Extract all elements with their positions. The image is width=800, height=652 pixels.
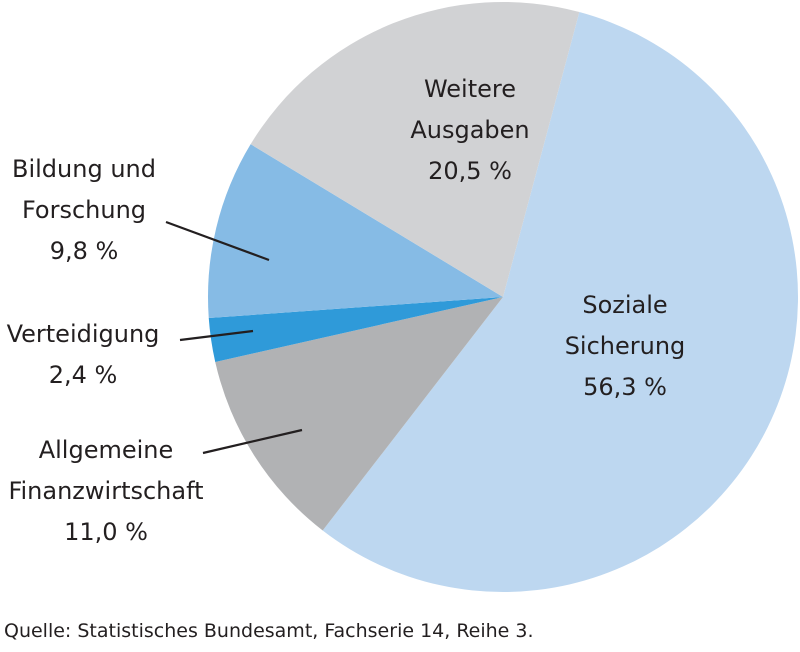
label-soziale-line2: Sicherung — [564, 332, 686, 360]
label-weitere-line1: Weitere — [423, 75, 517, 103]
label-bildung-line2: Forschung — [21, 196, 147, 224]
label-weitere-ausgaben: Weitere Ausgaben 20,5 % — [375, 69, 565, 192]
leader-line-verteidigung — [179, 329, 254, 342]
label-verteidigung: Verteidigung 2,4 % — [0, 314, 168, 396]
label-allgemeine-value: 11,0 % — [64, 518, 148, 546]
label-soziale-value: 56,3 % — [583, 373, 667, 401]
label-allgemeine-line1: Allgemeine — [38, 436, 174, 464]
pie-slice-verteidigung — [208, 297, 503, 362]
label-bildung-value: 9,8 % — [49, 237, 119, 265]
label-allgemeine-line2: Finanzwirtschaft — [8, 477, 204, 505]
leader-lines — [165, 220, 303, 455]
label-verteidigung-value: 2,4 % — [48, 361, 118, 389]
pie-slice-allgemeine-finanzwirtschaft — [215, 297, 504, 531]
source-note: Quelle: Statistisches Bundesamt, Fachser… — [4, 620, 534, 642]
leader-line-bildung — [165, 220, 270, 262]
leader-line-allgemeine — [202, 428, 303, 455]
pie-slice-soziale-sicherung — [322, 12, 799, 592]
label-bildung-forschung: Bildung und Forschung 9,8 % — [0, 149, 168, 272]
label-bildung-line1: Bildung und — [12, 155, 156, 183]
pie-slices — [208, 1, 799, 592]
pie-slice-weitere-ausgaben — [250, 1, 580, 298]
label-soziale-line1: Soziale — [582, 291, 668, 319]
pie-slice-bildung-und-forschung — [208, 144, 503, 318]
label-verteidigung-line1: Verteidigung — [6, 320, 160, 348]
label-weitere-value: 20,5 % — [428, 157, 512, 185]
label-weitere-line2: Ausgaben — [410, 116, 530, 144]
label-soziale-sicherung: Soziale Sicherung 56,3 % — [530, 285, 720, 408]
label-allgemeine-finanzwirtschaft: Allgemeine Finanzwirtschaft 11,0 % — [0, 430, 212, 553]
